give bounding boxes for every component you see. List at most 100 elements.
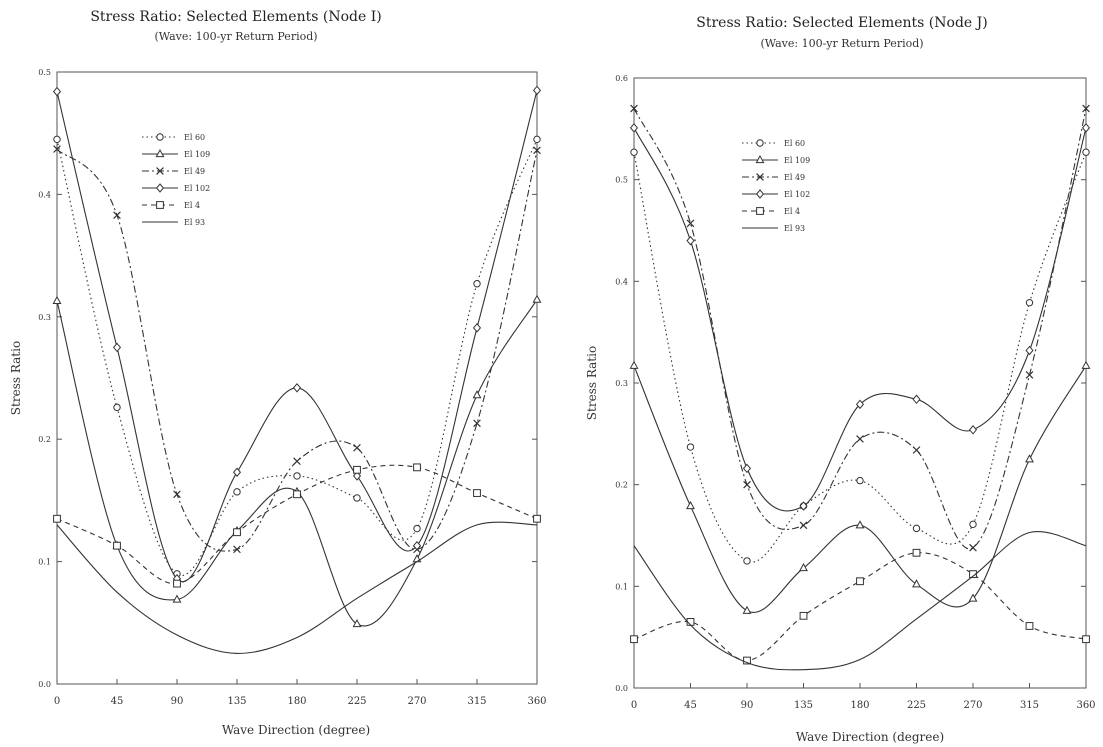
data-point xyxy=(1025,371,1034,379)
data-point xyxy=(292,383,302,393)
x-tick-label: 270 xyxy=(963,700,982,711)
data-point xyxy=(113,541,121,550)
legend: El 60 El 109 El 49 El 102 El 4 El 93 xyxy=(742,139,810,233)
legend-label: El 49 xyxy=(184,167,205,176)
series-6 xyxy=(633,530,1087,671)
data-point xyxy=(742,605,752,614)
x-tick-label: 270 xyxy=(407,696,426,707)
legend-label: El 109 xyxy=(784,156,810,165)
y-tick-label: 0.4 xyxy=(38,190,51,199)
x-tick-label: 225 xyxy=(347,696,366,707)
data-point xyxy=(533,135,541,144)
legend-marker xyxy=(156,133,164,141)
data-point xyxy=(473,419,481,428)
data-point xyxy=(743,656,751,665)
chart-node-j: Stress Ratio: Selected Elements (Node J)… xyxy=(585,15,1096,744)
legend-label: El 49 xyxy=(784,173,805,182)
legend-label: El 93 xyxy=(784,224,805,233)
legend-label: El 102 xyxy=(784,190,810,199)
data-point xyxy=(1025,345,1034,356)
legend-marker xyxy=(156,201,164,209)
legend-marker xyxy=(155,183,165,193)
data-point xyxy=(172,594,182,603)
data-point xyxy=(52,86,62,97)
data-point xyxy=(233,545,241,554)
y-axis-label: Stress Ratio xyxy=(585,346,599,420)
data-point xyxy=(1082,104,1090,113)
legend-marker xyxy=(755,189,765,199)
data-point xyxy=(293,472,301,480)
plot-frame xyxy=(633,77,1087,689)
data-point xyxy=(1081,360,1091,369)
data-point xyxy=(353,465,361,474)
x-tick-label: 0 xyxy=(54,696,60,707)
series-3 xyxy=(630,104,1090,552)
data-point xyxy=(112,342,122,353)
data-point xyxy=(629,360,639,369)
y-tick-label: 0.6 xyxy=(615,74,628,83)
data-point xyxy=(533,514,541,523)
data-point xyxy=(1082,148,1090,156)
series-line xyxy=(633,152,1087,563)
data-point xyxy=(969,520,977,529)
y-tick-label: 0.2 xyxy=(615,481,628,490)
data-point xyxy=(53,145,61,153)
series-1 xyxy=(630,148,1090,565)
series-3 xyxy=(53,145,541,554)
y-axis-label: Stress Ratio xyxy=(9,341,23,415)
data-point xyxy=(473,280,481,288)
data-point xyxy=(352,618,362,628)
chart-title: Stress Ratio: Selected Elements (Node I) xyxy=(90,9,381,25)
data-point xyxy=(630,635,638,644)
y-tick-label: 0.3 xyxy=(38,313,51,322)
data-point xyxy=(856,435,864,443)
series-1 xyxy=(53,135,541,578)
data-point xyxy=(969,543,977,552)
legend-label: El 4 xyxy=(784,207,800,216)
series-line xyxy=(633,552,1087,662)
data-point xyxy=(743,480,751,489)
legend-label: El 93 xyxy=(184,218,205,227)
data-point xyxy=(629,123,639,133)
data-point xyxy=(472,323,482,333)
chart-panel-node-j: Stress Ratio: Selected Elements (Node J)… xyxy=(552,0,1103,747)
legend-label: El 60 xyxy=(784,139,805,148)
x-tick-label: 315 xyxy=(1020,700,1039,711)
series-4 xyxy=(52,85,542,584)
legend-marker xyxy=(155,148,165,158)
x-tick-label: 180 xyxy=(287,696,306,707)
data-point xyxy=(232,467,242,478)
series-5 xyxy=(630,548,1090,665)
series-line xyxy=(56,521,538,654)
x-tick-label: 90 xyxy=(171,696,184,707)
data-point xyxy=(686,500,695,510)
x-tick-label: 135 xyxy=(794,700,813,711)
data-point xyxy=(53,514,61,523)
data-point xyxy=(686,235,695,246)
legend-marker xyxy=(756,173,764,181)
y-tick-label: 0.1 xyxy=(38,558,51,567)
data-point xyxy=(533,146,541,155)
series-line xyxy=(56,90,538,583)
y-tick-label: 0.5 xyxy=(615,176,628,185)
data-point xyxy=(1082,635,1090,644)
data-point xyxy=(1025,454,1034,463)
legend-label: El 4 xyxy=(184,201,200,210)
data-point xyxy=(53,135,61,144)
data-point xyxy=(1025,298,1034,307)
series-5 xyxy=(53,463,541,588)
x-tick-label: 90 xyxy=(741,700,754,711)
chart-subtitle: (Wave: 100-yr Return Period) xyxy=(154,30,317,43)
y-tick-label: 0.5 xyxy=(38,68,51,77)
y-tick-label: 0.2 xyxy=(38,435,51,444)
legend-marker xyxy=(756,139,764,147)
data-point xyxy=(799,611,808,620)
data-point xyxy=(293,457,301,466)
legend-marker xyxy=(756,207,764,215)
y-tick-label: 0.1 xyxy=(615,582,628,591)
data-point xyxy=(113,403,121,412)
x-axis-label: Wave Direction (degree) xyxy=(222,723,370,737)
series-line xyxy=(633,530,1087,671)
chart-title: Stress Ratio: Selected Elements (Node J) xyxy=(696,15,987,31)
data-point xyxy=(173,490,181,499)
